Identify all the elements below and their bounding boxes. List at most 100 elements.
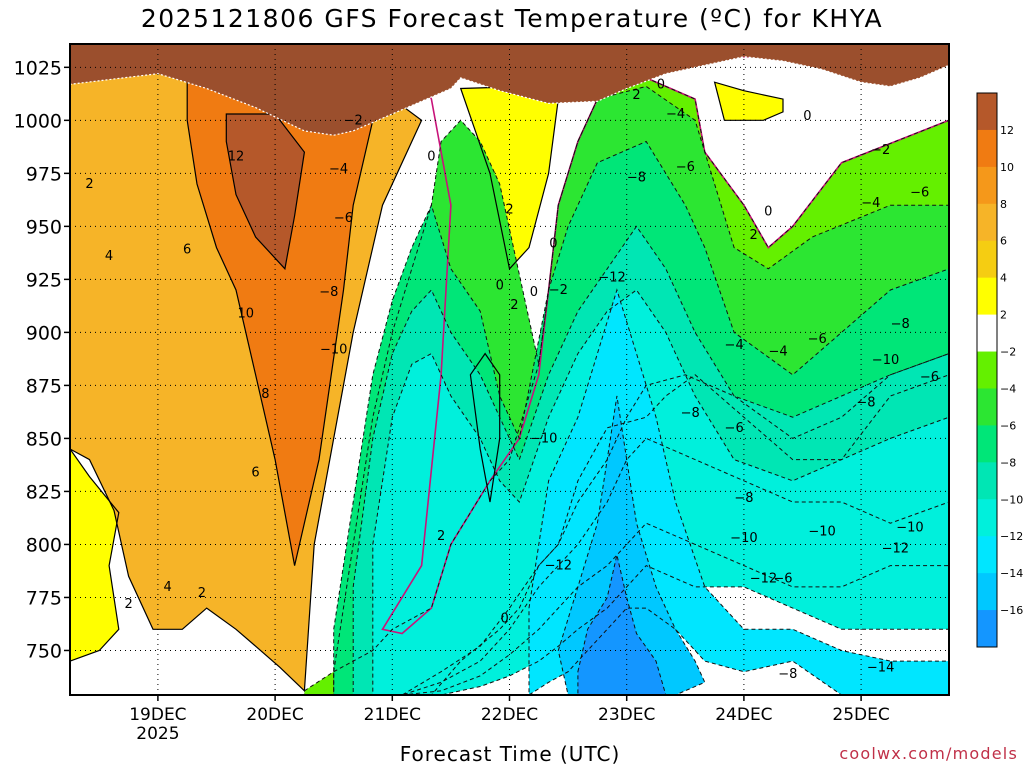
y-tick-label: 950 xyxy=(26,216,62,238)
contour-label: 0 xyxy=(764,205,772,220)
y-axis: 750 775 800 825 850 875 900 925 950 975 1000 1025 xyxy=(14,57,70,662)
colorbar-legend: 12 10 8 6 4 2 −2 −4 −6 −8 −10 −12 −14 −16 xyxy=(976,92,1023,648)
contour-label: −4 xyxy=(666,107,685,122)
colorbar-label: 2 xyxy=(1000,309,1007,322)
contour-label: −6 xyxy=(920,370,939,385)
contour-label: 4 xyxy=(164,580,172,595)
contour-label: −12 xyxy=(545,559,572,574)
y-tick-label: 900 xyxy=(26,322,62,344)
contour-line-13 xyxy=(528,288,949,695)
contour-line-10 xyxy=(333,140,949,695)
contour-label: −6 xyxy=(725,421,744,436)
x-tick-label: 21DEC xyxy=(364,705,421,725)
contour-label: 2 xyxy=(505,202,513,217)
contour-label: −6 xyxy=(808,332,827,347)
colorbar-swatch xyxy=(977,573,997,611)
colorbar-swatch xyxy=(977,203,997,242)
contour-label: −6 xyxy=(773,571,792,586)
y-tick-label: 800 xyxy=(26,534,62,556)
contour-label: −2 xyxy=(549,283,568,298)
colorbar-frame xyxy=(976,92,998,648)
contour-label: −10 xyxy=(730,531,757,546)
y-tick-label: 975 xyxy=(26,163,62,185)
contour-label: 2 xyxy=(437,529,445,544)
contour-label: 0 xyxy=(530,285,538,300)
contour-label: −2 xyxy=(344,113,363,128)
contour-label: −10 xyxy=(808,525,835,540)
colorbar-swatch xyxy=(977,388,997,426)
colorbar-swatch xyxy=(977,277,997,316)
colorbar-label: −14 xyxy=(1000,567,1023,580)
colorbar-swatch xyxy=(977,610,997,648)
colorbar-label: −16 xyxy=(1000,604,1023,617)
colorbar-label: 8 xyxy=(1000,198,1007,211)
contour-label: 2 xyxy=(632,88,640,103)
colorbar-swatch xyxy=(977,129,997,168)
contour-label: −10 xyxy=(896,520,923,535)
contour-label: 2 xyxy=(85,177,93,192)
contour-line-12 xyxy=(372,289,949,695)
source-credit: coolwx.com/models xyxy=(839,744,1018,763)
contour-label: 2 xyxy=(510,298,518,313)
contour-line-11 xyxy=(352,225,949,695)
contour-label: −12 xyxy=(598,270,625,285)
contour-label: −8 xyxy=(681,406,700,421)
x-tick-label: 24DEC xyxy=(715,705,772,725)
contour-band-15 xyxy=(577,555,666,695)
y-tick-label: 825 xyxy=(26,481,62,503)
contour-line-6 xyxy=(469,352,501,503)
y-tick-label: 1025 xyxy=(14,57,62,79)
y-tick-label: 875 xyxy=(26,375,62,397)
contour-label: −4 xyxy=(768,344,787,359)
contour-label: 0 xyxy=(427,149,435,164)
colorbar-swatch xyxy=(977,499,997,537)
contour-label: 0 xyxy=(496,279,504,294)
contour-label: −6 xyxy=(676,160,695,175)
contour-label: −10 xyxy=(320,342,347,357)
contour-line-8 xyxy=(303,77,949,695)
contour-label: 0 xyxy=(549,236,557,251)
contour-line-3 xyxy=(225,113,306,271)
contour-label: 0 xyxy=(657,77,665,92)
colorbar-swatch xyxy=(977,425,997,463)
contour-label: 2 xyxy=(198,586,206,601)
contour-label: 10 xyxy=(238,306,255,321)
contour-label: −8 xyxy=(627,171,646,186)
colorbar-swatch xyxy=(977,314,997,353)
y-tick-label: 750 xyxy=(26,640,62,662)
contour-label: −10 xyxy=(872,353,899,368)
gridlines xyxy=(70,44,949,695)
contour-label: −10 xyxy=(530,431,557,446)
contour-line-0 xyxy=(70,44,120,662)
contour-label: −8 xyxy=(778,667,797,682)
contour-label: −14 xyxy=(867,660,894,675)
colorbar-label: 10 xyxy=(1000,161,1014,174)
colorbar-label: 12 xyxy=(1000,124,1014,137)
contour-label: −8 xyxy=(856,395,875,410)
y-tick-label: 775 xyxy=(26,587,62,609)
chart-title: 2025121806 GFS Forecast Temperature (ºC)… xyxy=(140,4,884,33)
colorbar-label: −12 xyxy=(1000,530,1023,543)
contour-label: 0 xyxy=(500,612,508,627)
contour-label: −4 xyxy=(861,196,880,211)
contour-label: 8 xyxy=(261,387,269,402)
x-tick-label: 19DEC xyxy=(129,705,186,725)
colorbar-swatch xyxy=(977,536,997,574)
contour-label: −12 xyxy=(750,571,777,586)
x-tick-label: 20DEC xyxy=(246,705,303,725)
contour-label: −8 xyxy=(319,285,338,300)
contour-label: −6 xyxy=(334,211,353,226)
contour-line-7 xyxy=(713,81,784,121)
contour-label: −2 xyxy=(871,143,890,158)
x-axis-year-label: 2025 xyxy=(136,724,179,744)
colorbar-label: −2 xyxy=(1000,346,1016,359)
contour-label: 0 xyxy=(803,109,811,124)
colorbar-label: −6 xyxy=(1000,419,1016,432)
colorbar-label: 6 xyxy=(1000,235,1007,248)
contour-label: −8 xyxy=(891,317,910,332)
contour-fills xyxy=(70,44,949,695)
contour-label: 4 xyxy=(105,249,113,264)
contour-line-9 xyxy=(333,85,949,695)
contour-label: 12 xyxy=(228,149,245,164)
